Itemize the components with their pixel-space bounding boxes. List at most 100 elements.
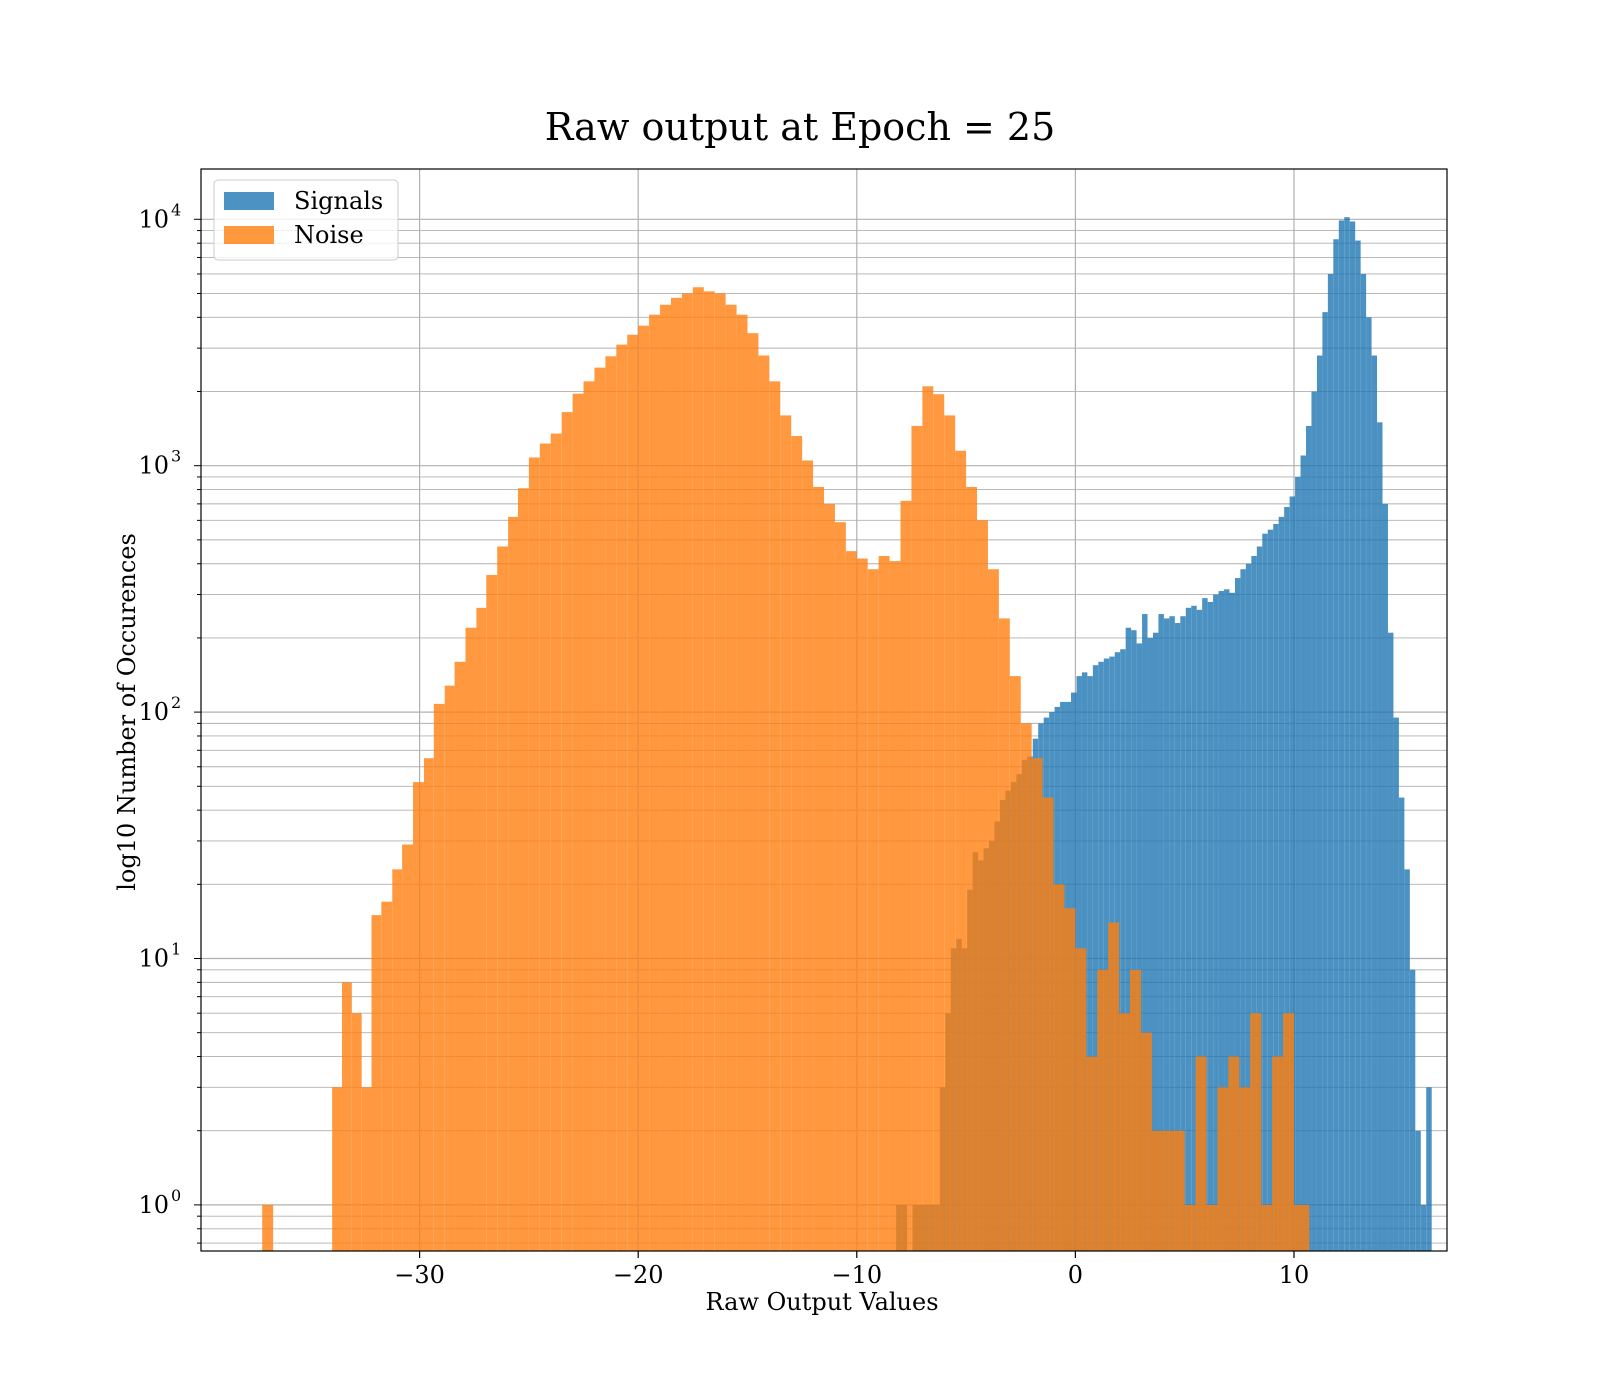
signals-bar bbox=[1278, 516, 1285, 1251]
signals-bar bbox=[1196, 609, 1203, 1251]
x-tick-label: −10 bbox=[831, 1261, 882, 1289]
series-noise bbox=[262, 287, 1310, 1252]
signals-bar bbox=[1087, 676, 1093, 1251]
signals-bar bbox=[1355, 240, 1361, 1252]
noise-bar bbox=[1097, 969, 1109, 1251]
legend-swatch-signals bbox=[224, 192, 274, 210]
noise-bar bbox=[845, 551, 857, 1251]
signals-bar bbox=[1098, 661, 1104, 1251]
signals-bar bbox=[1163, 618, 1170, 1251]
signals-bar bbox=[1398, 797, 1405, 1251]
noise-bar bbox=[867, 569, 879, 1251]
noise-bar bbox=[1217, 1087, 1229, 1251]
signals-bar bbox=[1322, 312, 1328, 1251]
y-tick-exponent: 4 bbox=[171, 200, 181, 219]
signals-bar bbox=[1213, 594, 1219, 1251]
noise-bar bbox=[900, 500, 912, 1252]
noise-bar bbox=[454, 661, 466, 1251]
signals-bar bbox=[1382, 503, 1388, 1251]
signals-bar bbox=[1420, 1204, 1427, 1251]
noise-bar bbox=[692, 287, 704, 1251]
noise-bar bbox=[714, 293, 726, 1251]
signals-bar bbox=[1415, 1130, 1421, 1251]
noise-bar bbox=[497, 546, 509, 1251]
signals-bar bbox=[1240, 569, 1246, 1251]
noise-bar bbox=[332, 1087, 342, 1251]
signals-bar bbox=[1245, 563, 1252, 1251]
signals-bar bbox=[1169, 616, 1175, 1251]
noise-bar bbox=[987, 569, 999, 1251]
legend: Signals Noise bbox=[213, 179, 399, 261]
noise-bar bbox=[1293, 1204, 1310, 1251]
signals-bar bbox=[1152, 632, 1159, 1251]
legend-swatch-noise bbox=[224, 226, 274, 244]
y-tick-label: 10 bbox=[138, 452, 169, 480]
noise-bar bbox=[1272, 1056, 1284, 1251]
x-tick-label: 10 bbox=[1279, 1261, 1310, 1289]
noise-bar bbox=[392, 869, 403, 1251]
y-tick-label: 10 bbox=[138, 205, 169, 233]
noise-bar bbox=[747, 333, 759, 1251]
noise-bar bbox=[1053, 884, 1065, 1251]
signals-bar bbox=[1306, 425, 1312, 1251]
signals-bar bbox=[1147, 637, 1153, 1251]
legend-label-signals: Signals bbox=[294, 187, 383, 215]
signals-bar bbox=[1377, 422, 1383, 1251]
x-tick-label: −30 bbox=[394, 1261, 445, 1289]
signals-bar bbox=[1387, 632, 1394, 1251]
signals-bar bbox=[1202, 598, 1208, 1251]
signals-bar bbox=[1218, 591, 1225, 1251]
noise-bar bbox=[1261, 1204, 1273, 1251]
signals-bar bbox=[1256, 546, 1263, 1251]
signals-bar bbox=[1426, 1087, 1432, 1251]
noise-bar bbox=[413, 782, 424, 1251]
y-tick-exponent: 1 bbox=[171, 940, 181, 959]
signals-bar bbox=[1131, 630, 1137, 1251]
noise-bar bbox=[1140, 1032, 1152, 1251]
noise-bar bbox=[670, 297, 682, 1251]
noise-bar bbox=[802, 460, 814, 1251]
noise-bar bbox=[539, 443, 551, 1251]
noise-bar bbox=[955, 450, 967, 1251]
noise-bar bbox=[1075, 948, 1087, 1251]
noise-bar bbox=[1173, 1130, 1185, 1251]
noise-bar bbox=[262, 1204, 274, 1251]
noise-bar bbox=[791, 435, 803, 1251]
noise-bar bbox=[1184, 1204, 1196, 1251]
noise-bar bbox=[1206, 1204, 1218, 1251]
noise-bar bbox=[1031, 758, 1043, 1251]
y-tick-exponent: 3 bbox=[171, 447, 181, 466]
noise-bar bbox=[444, 685, 455, 1251]
signals-bar bbox=[1142, 614, 1148, 1251]
noise-bar bbox=[508, 516, 518, 1251]
y-tick-label: 10 bbox=[138, 698, 169, 726]
noise-bar bbox=[1283, 1013, 1294, 1251]
x-axis-label: Raw Output Values bbox=[705, 1288, 938, 1316]
noise-bar bbox=[1130, 969, 1141, 1251]
noise-bar bbox=[351, 1013, 362, 1251]
signals-bar bbox=[1327, 273, 1334, 1251]
noise-bar bbox=[736, 314, 748, 1251]
signals-bar bbox=[1224, 589, 1230, 1251]
noise-bar bbox=[911, 425, 923, 1251]
noise-bar bbox=[966, 486, 978, 1251]
signals-bar bbox=[1180, 616, 1186, 1251]
noise-bar bbox=[824, 503, 835, 1251]
signals-bar bbox=[1267, 529, 1274, 1251]
noise-bar bbox=[638, 325, 650, 1251]
signals-bar bbox=[1289, 496, 1296, 1252]
noise-bar bbox=[649, 314, 661, 1251]
noise-bar bbox=[998, 618, 1010, 1251]
signals-bar bbox=[1344, 217, 1350, 1251]
signals-bar bbox=[1371, 355, 1378, 1251]
noise-bar bbox=[1042, 797, 1054, 1251]
noise-bar bbox=[465, 627, 477, 1251]
noise-bar bbox=[433, 703, 445, 1251]
signals-bar bbox=[1120, 649, 1126, 1251]
signals-bar bbox=[1409, 969, 1416, 1251]
noise-bar bbox=[1151, 1130, 1163, 1251]
noise-bar bbox=[476, 607, 487, 1251]
signals-bar bbox=[1295, 476, 1301, 1252]
noise-bar bbox=[1162, 1130, 1174, 1251]
